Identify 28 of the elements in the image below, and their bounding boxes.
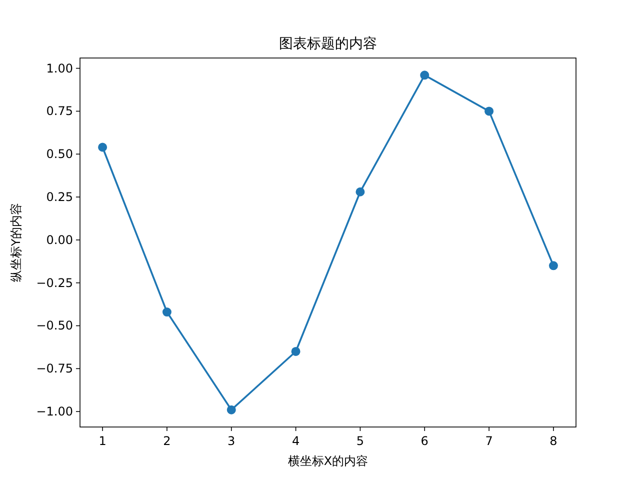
- x-tick-label: 3: [228, 434, 236, 448]
- point: [98, 142, 108, 152]
- point: [162, 308, 172, 317]
- point: [356, 187, 365, 196]
- point: [291, 346, 300, 356]
- point: [226, 405, 236, 414]
- chart-title: 图表标题的内容: [279, 36, 377, 52]
- x-tick-label: 6: [420, 434, 428, 448]
- y-tick-label: −0.50: [36, 318, 73, 333]
- x-tick-label: 7: [485, 434, 493, 448]
- x-tick-label: 8: [550, 434, 558, 448]
- y-tick-label: 0.50: [46, 147, 73, 162]
- x-axis-title: 横坐标X的内容: [288, 454, 368, 468]
- x-tick-label: 5: [356, 434, 364, 448]
- y-tick-label: −1.00: [36, 404, 73, 419]
- point: [420, 70, 430, 80]
- point: [484, 106, 494, 116]
- y-tick-label: 1.00: [46, 61, 73, 76]
- y-tick-label: 0.75: [46, 104, 73, 118]
- x-tick-label: 2: [163, 434, 171, 448]
- y-tick-label: 0.00: [46, 232, 73, 247]
- y-axis-title: 纵坐标Y的内容: [9, 202, 23, 282]
- y-tick-label: −0.25: [36, 276, 73, 290]
- x-tick-label: 4: [292, 434, 300, 448]
- y-tick-label: −0.75: [36, 362, 73, 376]
- x-tick-label: 1: [98, 434, 106, 448]
- point: [548, 261, 558, 270]
- y-tick-label: 0.25: [46, 190, 73, 204]
